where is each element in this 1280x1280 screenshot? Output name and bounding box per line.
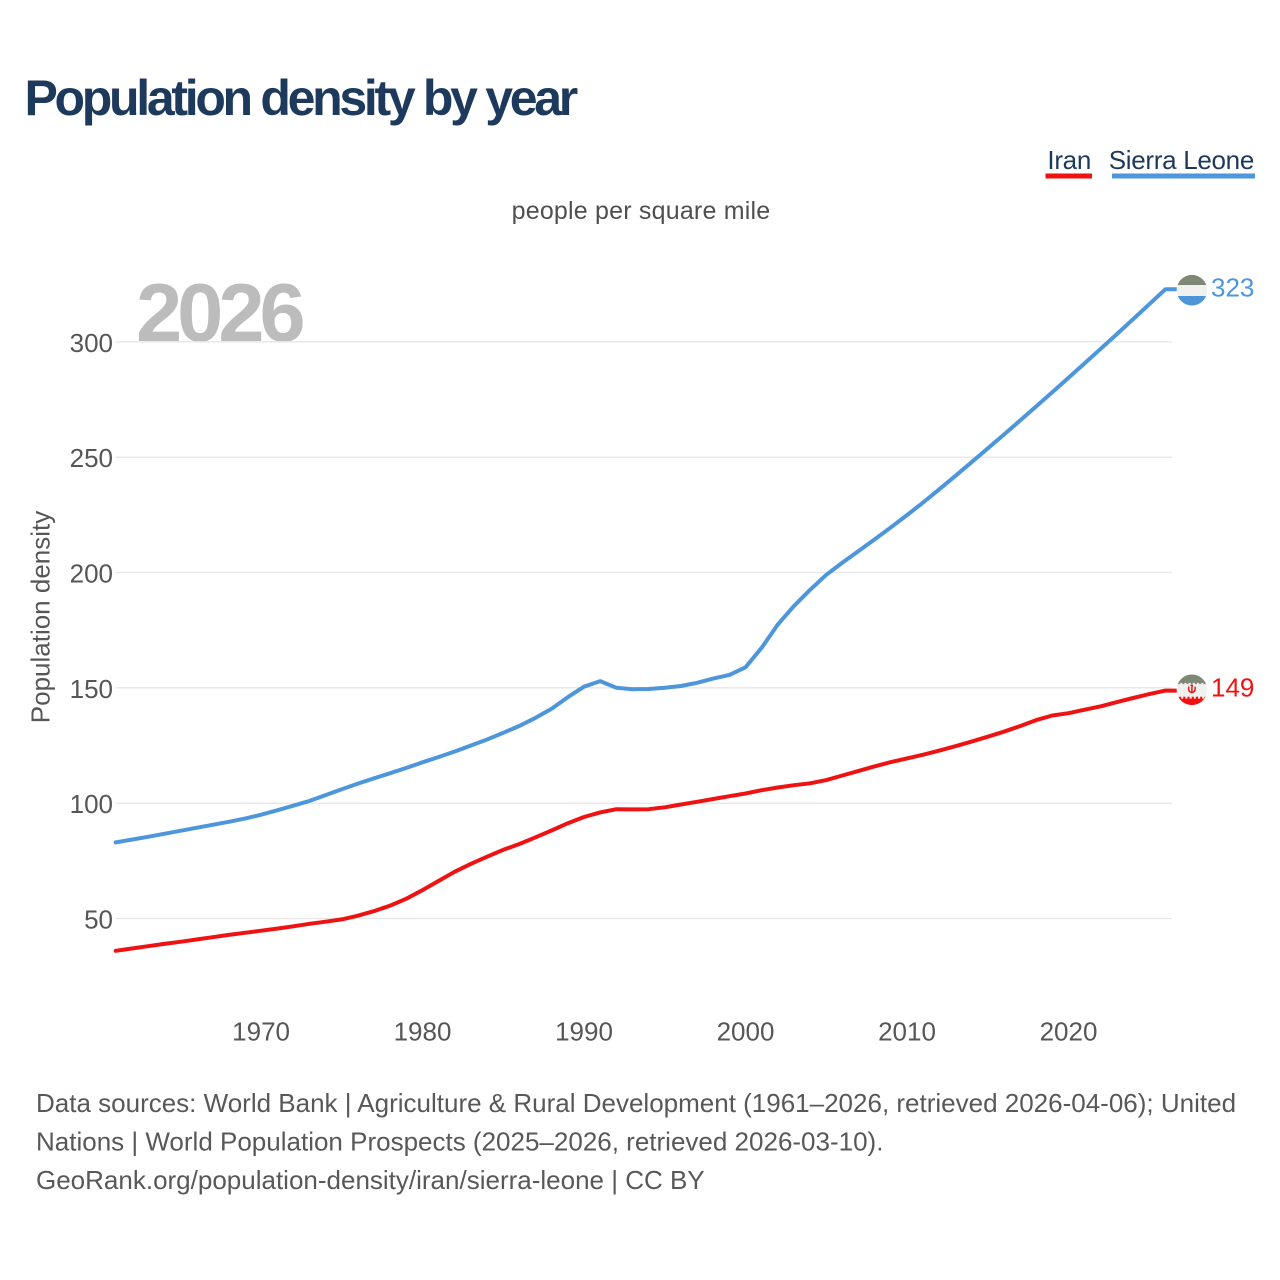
svg-text:GeoRank.org/population-density: GeoRank.org/population-density/iran/sier…: [36, 1165, 705, 1195]
svg-text:200: 200: [70, 559, 113, 589]
svg-text:300: 300: [70, 328, 113, 358]
svg-text:150: 150: [70, 674, 113, 704]
svg-text:149: 149: [1211, 673, 1254, 703]
svg-text:1980: 1980: [394, 1016, 452, 1046]
svg-text:Nations | World Population Pro: Nations | World Population Prospects (20…: [36, 1127, 883, 1157]
svg-text:2010: 2010: [878, 1016, 936, 1046]
svg-text:323: 323: [1211, 273, 1254, 303]
svg-text:people per square mile: people per square mile: [512, 197, 771, 225]
svg-text:Population density: Population density: [26, 511, 56, 723]
svg-text:1970: 1970: [232, 1016, 290, 1046]
svg-text:2026: 2026: [136, 266, 303, 359]
svg-text:Iran: Iran: [1047, 145, 1091, 175]
svg-text:Data sources: World Bank | Agr: Data sources: World Bank | Agriculture &…: [36, 1088, 1236, 1118]
svg-text:100: 100: [70, 789, 113, 819]
svg-text:2000: 2000: [717, 1016, 775, 1046]
svg-text:Population density by year: Population density by year: [25, 70, 578, 126]
svg-text:250: 250: [70, 443, 113, 473]
svg-text:1990: 1990: [555, 1016, 613, 1046]
svg-text:Sierra Leone: Sierra Leone: [1109, 145, 1254, 175]
svg-text:50: 50: [84, 905, 113, 935]
svg-text:2020: 2020: [1040, 1016, 1098, 1046]
